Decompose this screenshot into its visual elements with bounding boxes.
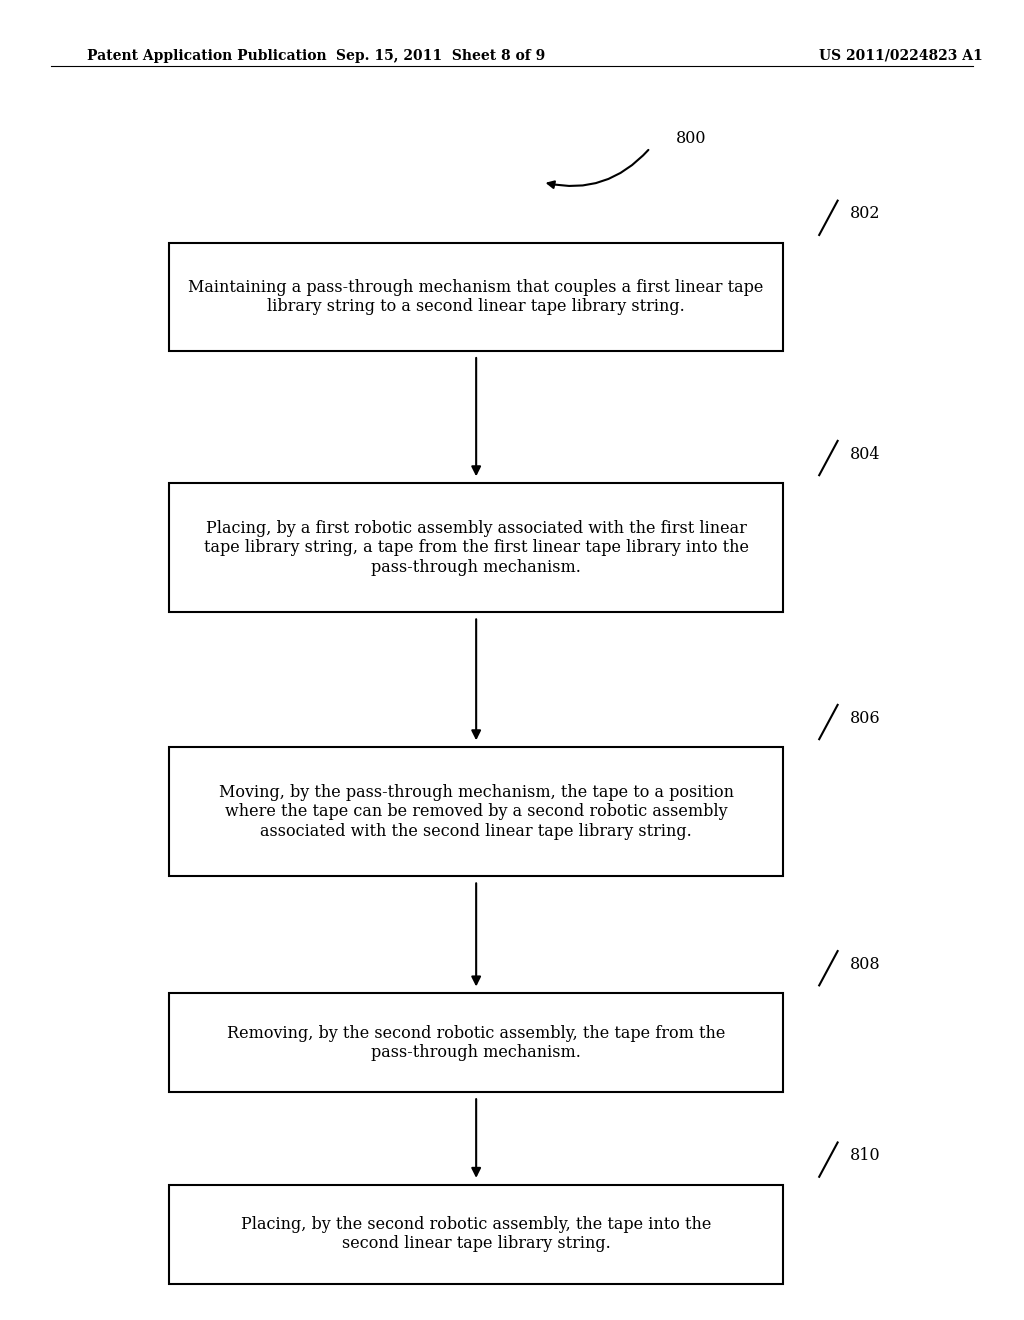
Text: Placing, by a first robotic assembly associated with the first linear
tape libra: Placing, by a first robotic assembly ass…: [204, 520, 749, 576]
Text: 806: 806: [850, 710, 881, 726]
Text: Patent Application Publication: Patent Application Publication: [87, 49, 327, 63]
Text: Moving, by the pass-through mechanism, the tape to a position
where the tape can: Moving, by the pass-through mechanism, t…: [219, 784, 733, 840]
FancyBboxPatch shape: [169, 483, 783, 612]
Text: Placing, by the second robotic assembly, the tape into the
second linear tape li: Placing, by the second robotic assembly,…: [241, 1216, 712, 1253]
Text: 810: 810: [850, 1147, 881, 1164]
FancyBboxPatch shape: [169, 243, 783, 351]
Text: 808: 808: [850, 956, 881, 973]
Text: 800: 800: [676, 131, 707, 147]
Text: 802: 802: [850, 206, 881, 222]
FancyBboxPatch shape: [169, 1185, 783, 1283]
Text: Maintaining a pass-through mechanism that couples a first linear tape
library st: Maintaining a pass-through mechanism tha…: [188, 279, 764, 315]
Text: Sep. 15, 2011  Sheet 8 of 9: Sep. 15, 2011 Sheet 8 of 9: [336, 49, 545, 63]
Text: Removing, by the second robotic assembly, the tape from the
pass-through mechani: Removing, by the second robotic assembly…: [227, 1024, 725, 1061]
Text: 804: 804: [850, 446, 881, 462]
Text: US 2011/0224823 A1: US 2011/0224823 A1: [819, 49, 983, 63]
FancyBboxPatch shape: [169, 747, 783, 876]
FancyBboxPatch shape: [169, 993, 783, 1093]
